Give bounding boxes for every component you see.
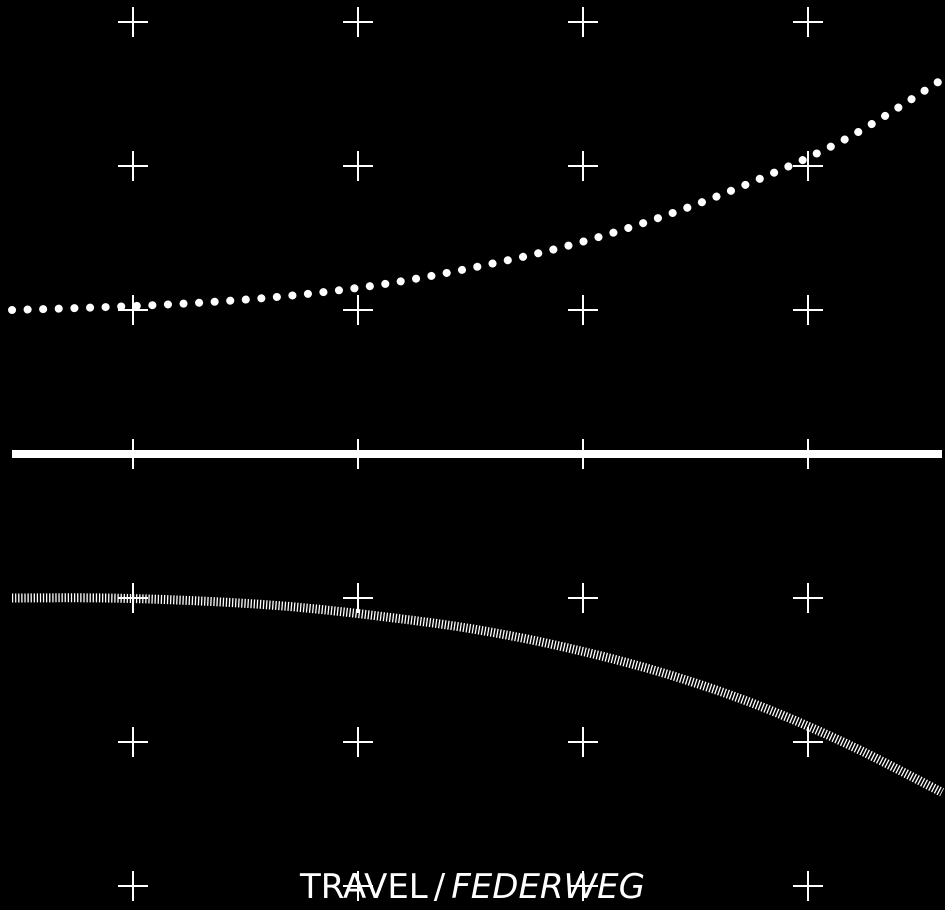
grid-crosshair-marker: [118, 7, 148, 37]
series-dotted-line: [8, 75, 945, 314]
grid-crosshair-marker: [118, 727, 148, 757]
grid-crosshair-marker: [118, 151, 148, 181]
x-axis-label-separator: /: [433, 867, 446, 907]
grid-crosshair-marker: [343, 7, 373, 37]
grid-crosshair-marker: [568, 583, 598, 613]
grid-crosshair-marker: [568, 7, 598, 37]
grid-crosshairs: [118, 7, 823, 901]
grid-crosshair-marker: [568, 151, 598, 181]
grid-crosshair-marker: [568, 871, 598, 901]
x-axis-label: TRAVEL / FEDERWEG: [0, 864, 945, 910]
grid-crosshair-marker: [343, 871, 373, 901]
grid-crosshair-marker: [793, 871, 823, 901]
grid-crosshair-marker: [343, 151, 373, 181]
x-axis-label-secondary: FEDERWEG: [451, 867, 646, 907]
grid-crosshair-marker: [793, 151, 823, 181]
grid-crosshair-marker: [793, 7, 823, 37]
grid-crosshair-marker: [793, 583, 823, 613]
grid-crosshair-marker: [343, 583, 373, 613]
series-hatched-line: [11, 593, 945, 797]
grid-crosshair-marker: [568, 727, 598, 757]
grid-crosshair-marker: [343, 727, 373, 757]
series-group: [8, 75, 945, 797]
grid-crosshair-marker: [343, 295, 373, 325]
grid-crosshair-marker: [793, 727, 823, 757]
grid-crosshair-marker: [793, 295, 823, 325]
grid-crosshair-marker: [118, 871, 148, 901]
grid-crosshair-marker: [568, 295, 598, 325]
x-axis-label-primary: TRAVEL: [299, 867, 428, 907]
